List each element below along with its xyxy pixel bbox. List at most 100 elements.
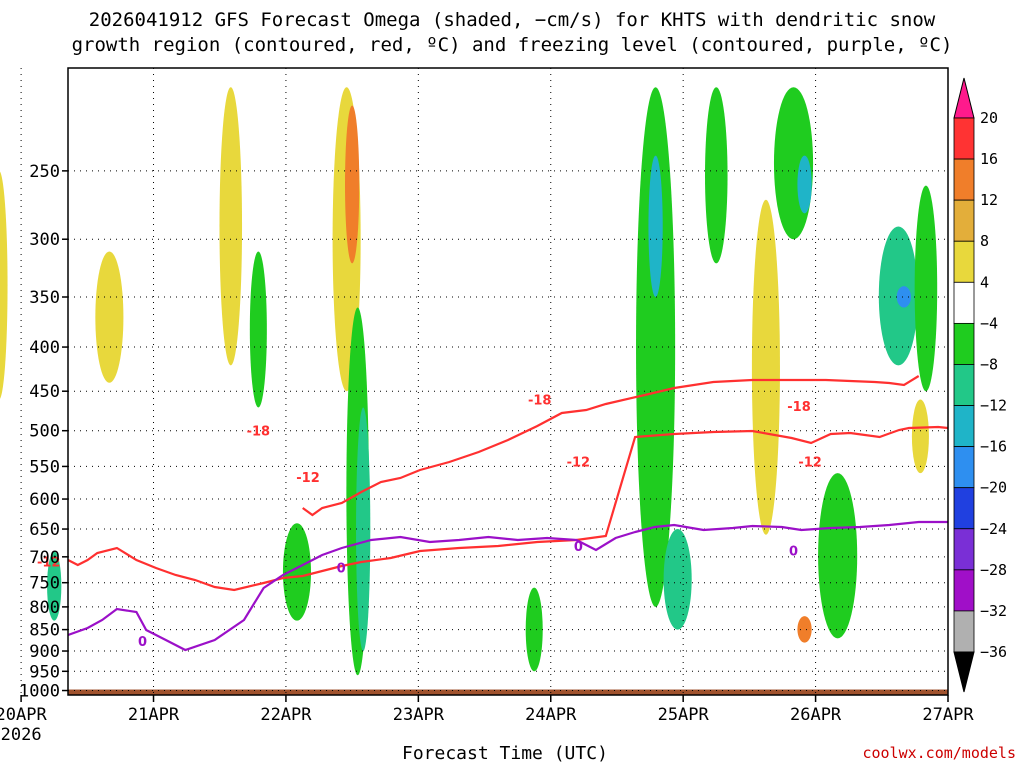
colorbar-label: −24 (980, 520, 1007, 538)
y-tick-label: 250 (29, 162, 60, 182)
omega-shade-8 (249, 251, 267, 408)
colorbar-segment (953, 364, 975, 406)
contour-label: -18 (528, 393, 552, 408)
colorbar-segment (953, 322, 975, 365)
plot-frame (67, 67, 949, 696)
omega-shade-19 (797, 155, 812, 214)
x-axis-ticks: 20APR 21APR 22APR 23APR 24APR 25APR 26APR 27APR… (0, 695, 974, 745)
omega-shade-7 (345, 105, 360, 264)
y-tick-label: 400 (29, 338, 60, 358)
omega-shading (0, 87, 938, 676)
colorbar-label: −8 (980, 355, 998, 373)
chart-title-line-1: 2026041912 GFS Forecast Omega (shaded, −… (88, 9, 936, 31)
plot-area (68, 68, 948, 695)
y-axis-ticks: 2503003504004505005506006507007508008509… (19, 162, 68, 702)
omega-shade-11 (282, 523, 311, 621)
x-tick-label: 21APR (128, 705, 180, 725)
colorbar-label: −12 (980, 397, 1007, 415)
contour-label: 0 (789, 544, 798, 559)
colorbar-label: −36 (980, 643, 1007, 661)
colorbar-segment (953, 528, 975, 571)
y-tick-label: 600 (29, 490, 60, 510)
contour-line--12-1 (67, 425, 949, 592)
contour-labels: -18 -12 -12 -18 -12 -18 -12 0 0 0 0 (37, 393, 822, 649)
y-tick-label: 1000 (19, 682, 60, 702)
contour-label: -18 (247, 425, 271, 440)
x-year-label: 2026 (1, 725, 42, 745)
omega-shade-5 (219, 87, 243, 366)
omega-shade-3 (0, 171, 8, 399)
omega-shade-4 (95, 251, 124, 383)
y-tick-label: 350 (29, 288, 60, 308)
y-tick-label: 850 (29, 621, 60, 641)
x-tick-label: 25APR (658, 705, 710, 725)
y-tick-label: 750 (29, 574, 60, 594)
contour-label: 0 (337, 561, 346, 576)
contour-label: 0 (138, 635, 147, 650)
colorbar-label: 8 (980, 232, 989, 250)
omega-shade-12 (47, 551, 62, 621)
y-tick-label: 800 (29, 598, 60, 618)
omega-shade-20 (818, 473, 858, 639)
colorbar-segment (953, 117, 975, 160)
colorbar-top-arrow (953, 77, 975, 119)
y-tick-label: 900 (29, 642, 60, 662)
y-tick-label: 450 (29, 382, 60, 402)
y-tick-label: 700 (29, 548, 60, 568)
colorbar-label: 4 (980, 273, 989, 291)
colorbar-label: 12 (980, 191, 998, 209)
omega-shade-25 (797, 616, 812, 643)
colorbar-segment (953, 281, 975, 324)
omega-shade-26 (911, 399, 929, 474)
contour-label: -12 (296, 471, 320, 486)
colorbar-label: −32 (980, 602, 1007, 620)
colorbar-segment (953, 610, 975, 653)
omega-shade-13 (525, 587, 543, 672)
y-tick-label: 950 (29, 662, 60, 682)
contour-label: -12 (567, 456, 591, 471)
x-tick-label: 26APR (790, 705, 842, 725)
x-axis-label: Forecast Time (UTC) (402, 743, 608, 764)
contours (67, 375, 949, 652)
contour-label: -12 (798, 456, 822, 471)
contour-line-0-2 (67, 520, 948, 652)
colorbar-label: −4 (980, 314, 998, 332)
ground-fill (68, 689, 948, 695)
colorbar-segment (953, 569, 975, 612)
colorbar-label: −16 (980, 438, 1007, 456)
omega-shade-24 (751, 199, 780, 535)
omega-shade-15 (648, 155, 663, 298)
contour-label: -18 (787, 400, 811, 415)
omega-shade-10 (356, 407, 371, 652)
ground-surface (68, 689, 948, 695)
colorbar-label: 16 (980, 150, 998, 168)
omega-shade-22 (896, 286, 911, 308)
colorbar-segment (953, 446, 975, 489)
x-tick-label: 24APR (525, 705, 577, 725)
colorbar-label: 20 (980, 109, 998, 127)
chart-title-line-2: growth region (contoured, red, ºC) and f… (71, 34, 953, 56)
colorbar-segment (953, 487, 975, 530)
colorbar-segment (953, 240, 975, 283)
contour-label: 0 (574, 540, 583, 555)
colorbar-segment (953, 199, 975, 242)
omega-shade-17 (705, 87, 728, 264)
colorbar-label: −28 (980, 561, 1007, 579)
contour-line--18-0 (302, 375, 920, 517)
colorbar-label: −20 (980, 479, 1007, 497)
colorbar-segment (953, 158, 975, 201)
contour-label: -12 (37, 556, 61, 571)
y-tick-label: 650 (29, 520, 60, 540)
x-tick-label: 22APR (260, 705, 312, 725)
y-tick-label: 550 (29, 457, 60, 477)
colorbar-bottom-arrow (953, 651, 975, 693)
colorbar-segment (953, 405, 975, 448)
credit-text: coolwx.com/models (862, 744, 1016, 762)
omega-shade-16 (663, 529, 692, 630)
x-tick-label: 27APR (922, 705, 974, 725)
x-tick-label: 23APR (393, 705, 445, 725)
colorbar: 20 16 12 8 4 −4 −8 −12 −16 −20 −24 −28 −32 −36 (953, 77, 1007, 693)
omega-shade-14 (636, 87, 676, 607)
x-tick-label: 20APR (0, 705, 47, 725)
y-tick-label: 300 (29, 230, 60, 250)
